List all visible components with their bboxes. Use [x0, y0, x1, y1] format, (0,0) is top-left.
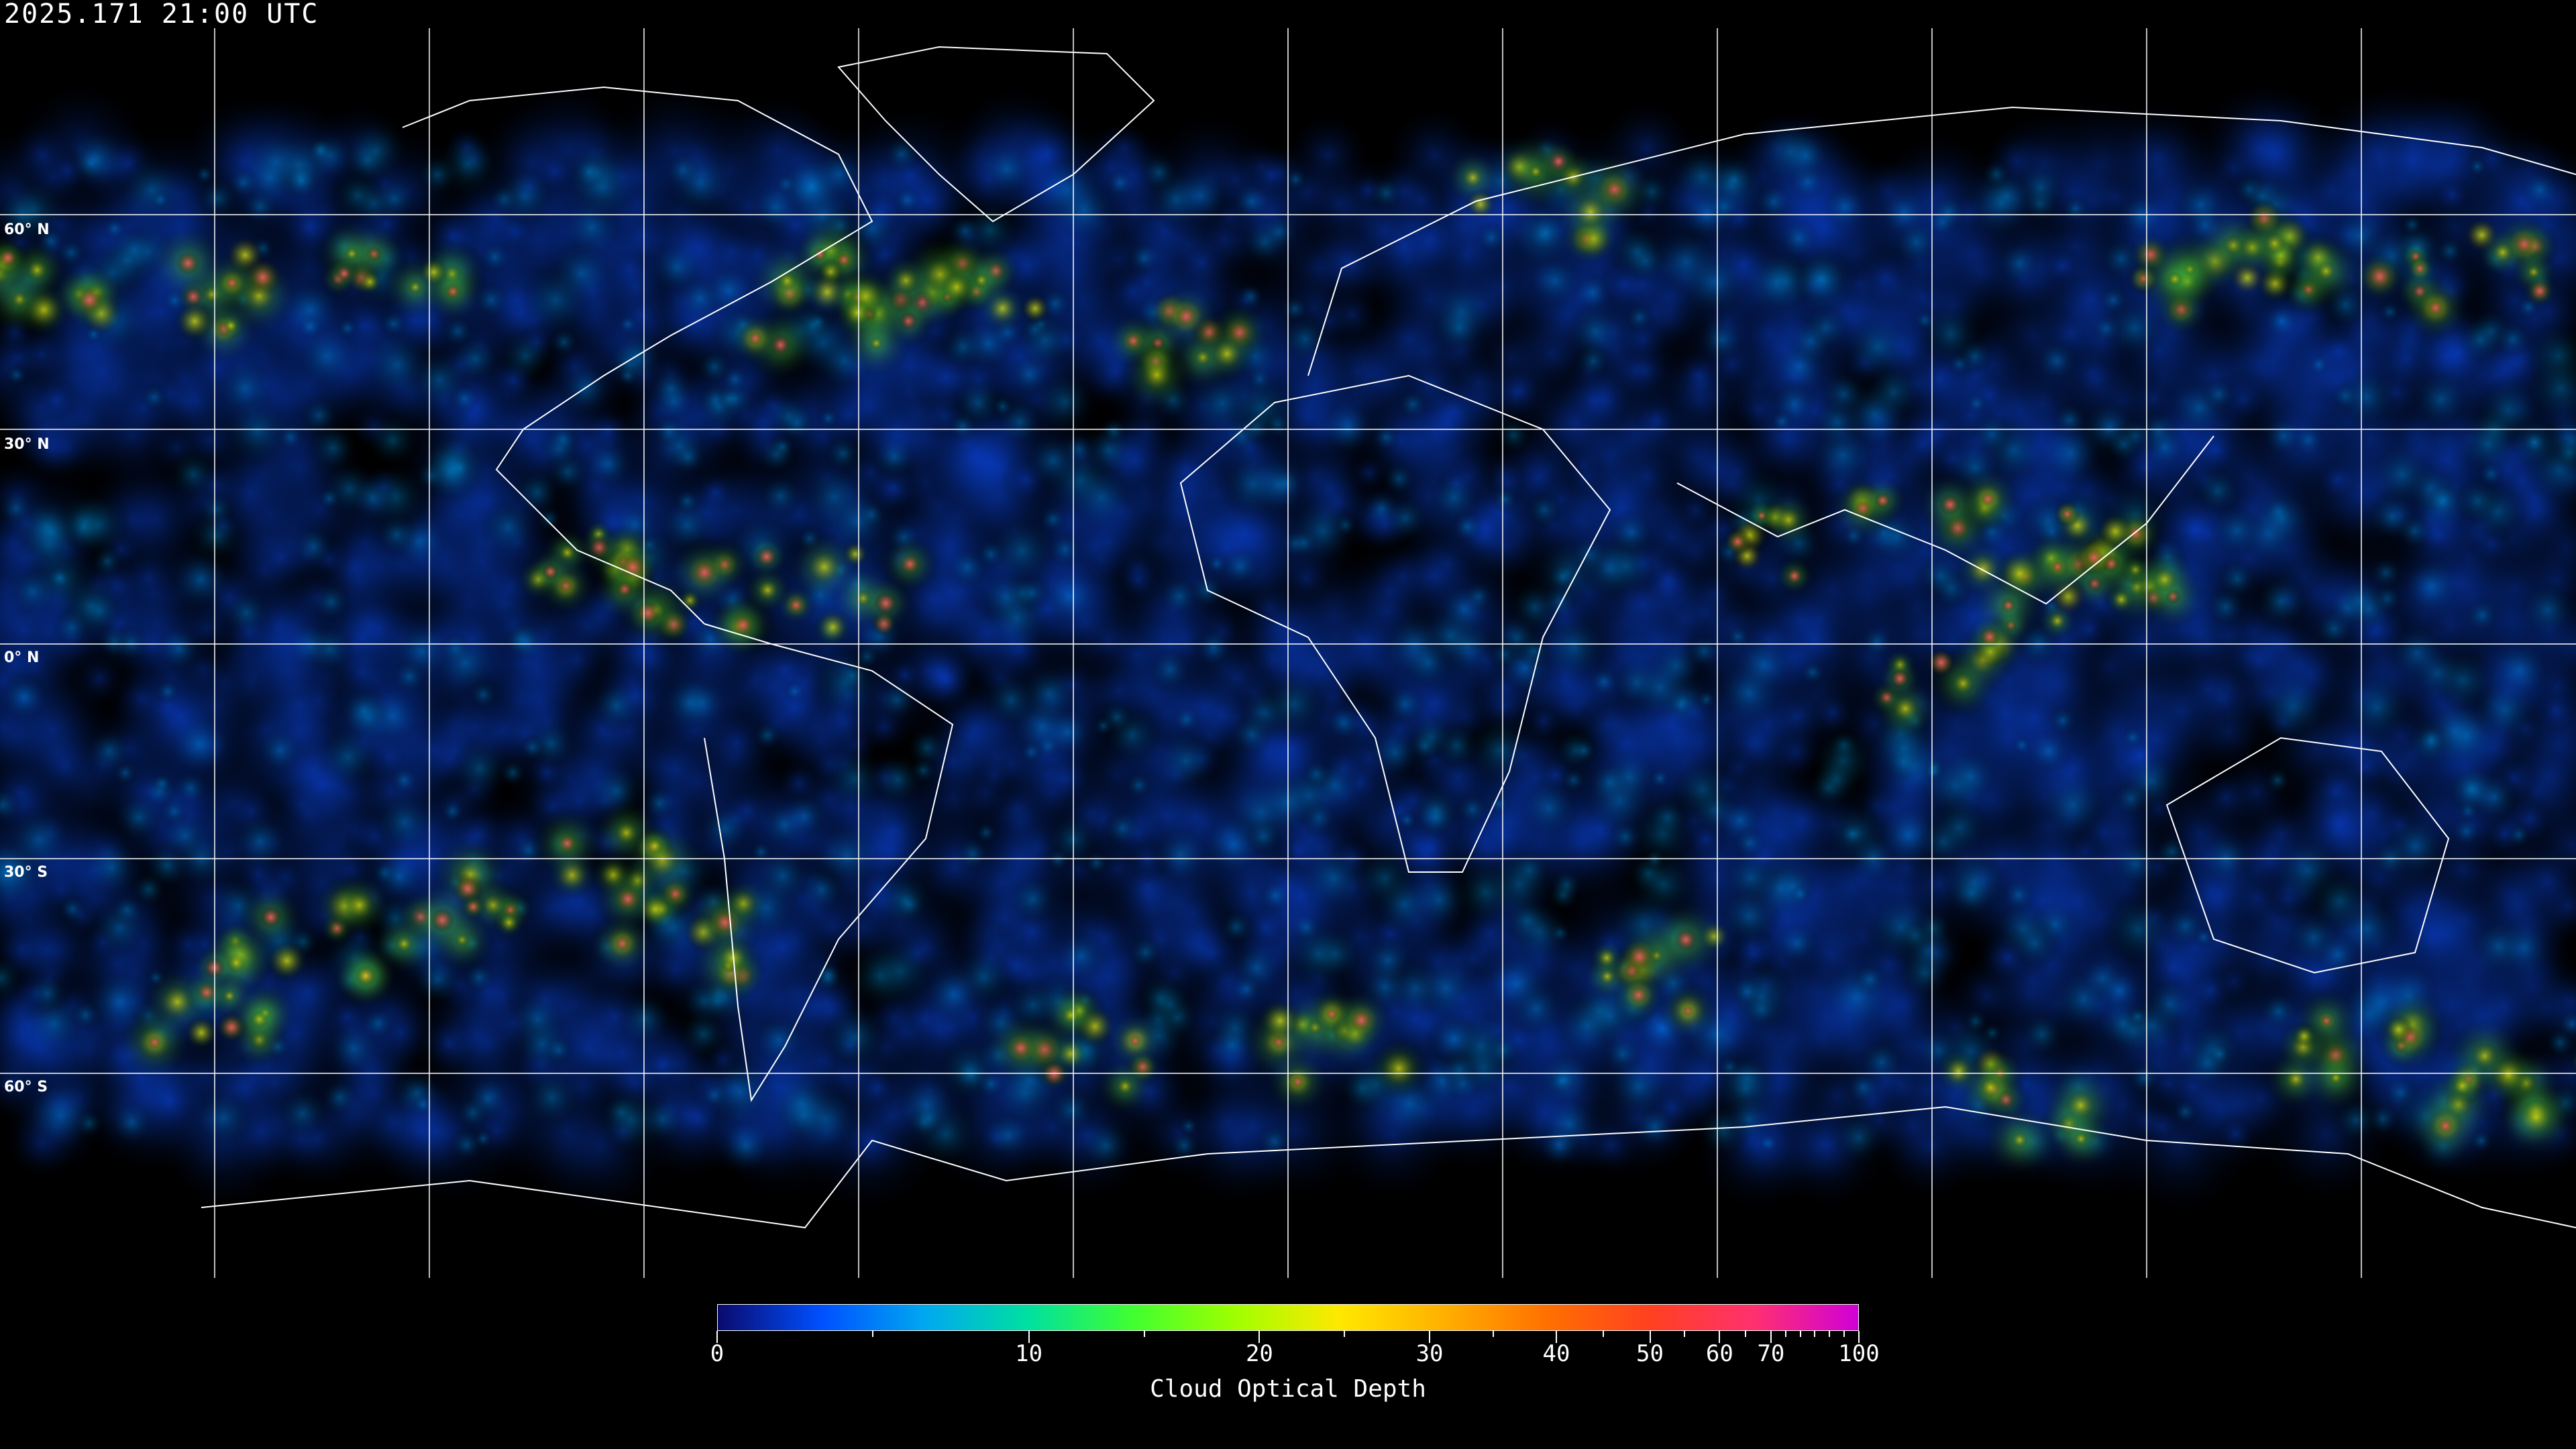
lat-label-60n: 60° N: [4, 221, 50, 238]
colorbar-minor-tick: [1829, 1331, 1831, 1337]
coastline: [402, 86, 873, 625]
lat-label-30n: 30° N: [4, 436, 50, 453]
colorbar-minor-tick: [872, 1331, 874, 1337]
coastline: [201, 1106, 2576, 1229]
colorbar-minor-tick: [1744, 1331, 1746, 1337]
colorbar-tick-label: 60: [1705, 1340, 1733, 1367]
lat-label-0n: 0° N: [4, 649, 40, 666]
colorbar-minor-tick: [1814, 1331, 1816, 1337]
colorbar-major-tick: [1258, 1331, 1260, 1343]
colorbar-major-tick: [1770, 1331, 1772, 1343]
colorbar-minor-tick: [1684, 1331, 1686, 1337]
colorbar-major-tick: [1719, 1331, 1721, 1343]
graticule: [0, 28, 2576, 1278]
colorbar-minor-tick: [1784, 1331, 1786, 1337]
coastline: [1676, 435, 2214, 605]
colorbar-tick-label: 100: [1838, 1340, 1880, 1367]
cloud-optical-depth-map: 2025.171 21:00 UTC 60° N 30° N 0° N 30° …: [0, 0, 2576, 1288]
colorbar-tick-label: 20: [1245, 1340, 1273, 1367]
colorbar-minor-tick: [1492, 1331, 1494, 1337]
colorbar-title: Cloud Optical Depth: [1150, 1375, 1426, 1403]
coastline: [837, 46, 1155, 223]
coastline: [2165, 737, 2450, 974]
colorbar-tick-label: 40: [1542, 1340, 1570, 1367]
colorbar-minor-tick: [1843, 1331, 1845, 1337]
colorbar-minor-tick: [1143, 1331, 1145, 1337]
lat-label-30s: 30° S: [4, 864, 48, 881]
colorbar-tick-label: 10: [1015, 1340, 1043, 1367]
lat-label-60s: 60° S: [4, 1079, 48, 1095]
colorbar-minor-tick: [1344, 1331, 1346, 1337]
colorbar-major-tick: [1649, 1331, 1651, 1343]
colorbar-major-tick: [1858, 1331, 1860, 1343]
colorbar-tick-label: 30: [1415, 1340, 1444, 1367]
colorbar-minor-tick: [1799, 1331, 1801, 1337]
coastline: [1179, 374, 1611, 873]
colorbar-tick-label: 0: [710, 1340, 724, 1367]
colorbar-major-tick: [1429, 1331, 1431, 1343]
colorbar-major-tick: [1555, 1331, 1557, 1343]
colorbar: [717, 1304, 1859, 1331]
colorbar-tick-label: 50: [1636, 1340, 1664, 1367]
colorbar-major-tick: [1028, 1331, 1030, 1343]
colorbar-tick-label: 70: [1757, 1340, 1785, 1367]
coastline: [1307, 106, 2576, 376]
timestamp: 2025.171 21:00 UTC: [4, 0, 319, 30]
coastline: [704, 623, 954, 1102]
colorbar-minor-tick: [1602, 1331, 1604, 1337]
colorbar-major-tick: [716, 1331, 718, 1343]
